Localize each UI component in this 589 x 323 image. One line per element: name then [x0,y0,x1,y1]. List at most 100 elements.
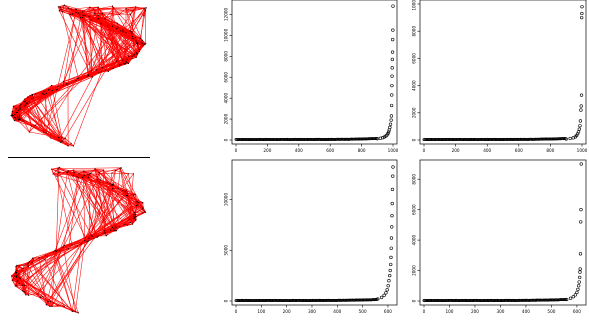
mesh-edge [38,257,47,305]
mesh-vertex [125,195,128,197]
mesh-vertex [75,9,78,11]
data-point [308,137,312,141]
y-tick-label: 5000 [224,245,229,256]
mesh-edge [14,120,22,122]
mesh-vertex [112,184,114,186]
mesh-edge [136,42,145,45]
triangle-mesh-bottom [11,166,147,314]
mesh-vertex [18,116,21,118]
mesh-vertex [24,105,26,107]
mesh-edge [37,240,86,294]
mesh-vertex [119,226,121,228]
mesh-vertex [142,202,144,204]
data-point [362,137,366,141]
mesh-vertex [117,26,119,28]
mesh-vertex [23,101,25,103]
data-point [496,299,500,302]
mesh-vertex [24,284,26,286]
mesh-vertex [45,304,47,306]
mesh-vertex [112,25,114,27]
mesh-edge [19,101,25,116]
mesh-vertex [20,103,22,105]
mesh-edge [66,169,74,173]
mesh-vertex [88,15,90,17]
mesh-vertex [13,119,16,122]
data-point [340,137,344,141]
mesh-vertex [141,39,144,41]
data-point [293,137,296,141]
mesh-vertex [78,173,80,175]
data-point [260,138,264,141]
mesh-edge [128,56,133,59]
mesh-vertex [95,69,97,71]
mesh-vertex [113,7,115,9]
mesh-vertex [116,28,118,30]
mesh-edge [15,94,45,110]
mesh-vertex [24,292,26,294]
mesh-vertex [74,310,76,313]
data-point [431,299,435,302]
mesh-vertex [72,145,75,147]
mesh-edge [97,172,100,178]
mesh-vertex [15,265,17,268]
mesh-vertex [69,13,71,16]
mesh-vertex [76,175,78,178]
mesh-vertex [96,179,98,181]
data-point [578,119,583,123]
mesh-vertex [47,301,49,303]
mesh-edge [112,6,120,67]
mesh-edge [24,94,33,100]
mesh-edge [116,37,136,62]
mesh-vertex [42,93,44,95]
mesh-vertex [76,78,78,80]
data-point [510,138,514,141]
mesh-vertex [144,9,147,12]
data-point [489,298,492,302]
mesh-edge [44,89,49,95]
mesh-vertex [27,263,29,265]
mesh-vertex [132,32,134,34]
mesh-vertex [63,305,65,307]
mesh-vertex [135,201,137,203]
data-point [281,137,285,141]
mesh-edge [83,176,86,241]
x-tick-label: 800 [358,148,366,153]
mesh-vertex [126,224,129,226]
data-point [306,299,310,302]
data-point [573,293,578,297]
mesh-vertex [128,55,130,57]
data-point [382,293,386,298]
mesh-vertex [99,179,101,181]
mesh-vertex [131,32,133,34]
mesh-edge [128,52,137,57]
x-tick-label: 1000 [577,148,588,153]
mesh-vertex [97,14,99,16]
data-point [578,267,582,271]
mesh-vertex [14,275,16,277]
mesh-vertex [82,175,84,177]
mesh-vertex [135,52,138,54]
mesh-edge [99,172,111,184]
data-point [465,138,469,141]
mesh-edge [111,172,129,175]
mesh-vertex [11,275,13,277]
data-point [272,138,276,141]
mesh-edge [11,280,17,287]
mesh-edge [66,171,74,176]
mesh-edge [90,168,96,174]
mesh-vertex [77,12,80,14]
mesh-edge [62,177,79,248]
data-point [564,137,568,141]
mesh-vertex [24,100,27,102]
mesh-vertex [81,176,84,179]
mesh-edge [67,172,86,241]
mesh-edge [16,262,33,266]
mesh-vertex [43,90,45,92]
data-point [331,298,334,302]
mesh-vertex [28,131,31,133]
y-tick-label: 4000 [412,234,417,245]
mesh-vertex [14,285,16,287]
mesh-vertex [22,290,24,292]
data-point [317,137,321,141]
data-point [565,297,569,302]
